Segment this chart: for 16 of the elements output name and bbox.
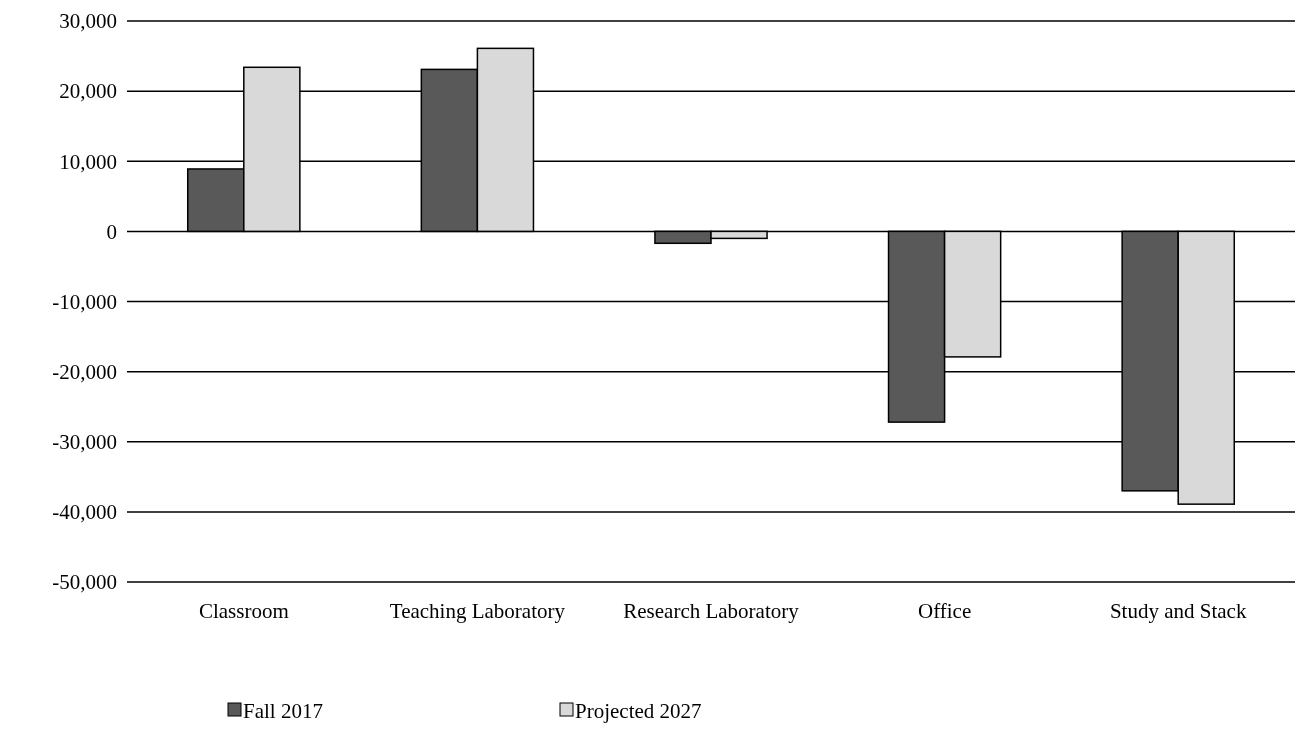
legend-label: Projected 2027	[575, 699, 702, 724]
y-tick-label: 30,000	[59, 9, 117, 34]
x-tick-label: Office	[917, 599, 972, 623]
y-tick-label: 20,000	[59, 79, 117, 104]
x-tick-label: Classroom	[198, 599, 289, 623]
x-tick-label: Study and Stack	[1109, 599, 1247, 623]
y-tick-label: -10,000	[52, 289, 117, 314]
y-tick-label: -20,000	[52, 359, 117, 384]
y-tick-label: 0	[106, 219, 117, 244]
legend-label: Fall 2017	[243, 699, 323, 724]
x-tick-label: Research Laboratory	[623, 599, 800, 623]
y-tick-label: -50,000	[52, 570, 117, 595]
y-tick-label: -30,000	[52, 430, 117, 455]
x-tick-label: Teaching Laboratory	[389, 599, 566, 623]
y-tick-label: -40,000	[52, 500, 117, 525]
y-tick-label: 10,000	[59, 149, 117, 174]
